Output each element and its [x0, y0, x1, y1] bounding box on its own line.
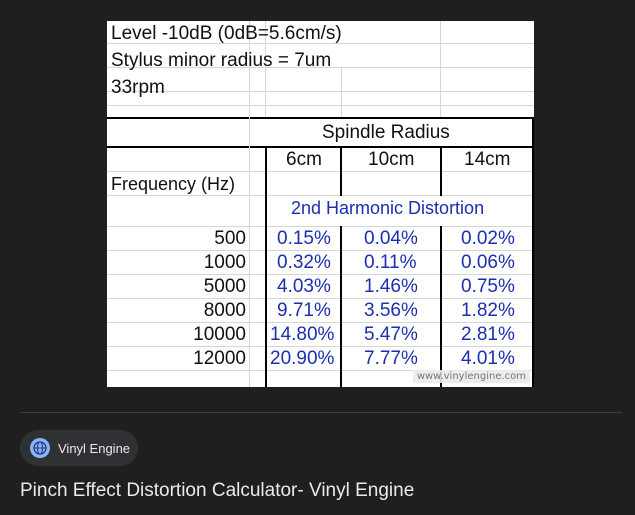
frequency-cell: 8000	[203, 300, 246, 321]
source-name: Vinyl Engine	[58, 440, 131, 456]
grid-line	[249, 117, 250, 387]
grid-line	[107, 67, 534, 68]
distortion-cell: 0.75%	[461, 276, 515, 297]
grid-line	[107, 274, 534, 275]
source-chip[interactable]: Vinyl Engine	[20, 430, 138, 466]
level-text: Level -10dB (0dB=5.6cm/s)	[111, 23, 342, 44]
frequency-header: Frequency (Hz)	[111, 174, 236, 194]
result-image[interactable]: Level -10dB (0dB=5.6cm/s) Stylus minor r…	[0, 0, 635, 405]
frequency-cell: 500	[214, 228, 246, 249]
spindle-radius-header: Spindle Radius	[322, 122, 450, 143]
distortion-cell: 0.02%	[461, 228, 515, 249]
grid-line	[107, 250, 534, 251]
table-border	[107, 117, 534, 119]
distortion-cell: 5.47%	[364, 324, 418, 345]
distortion-cell: 3.56%	[364, 300, 418, 321]
table-border	[532, 117, 534, 387]
grid-line	[249, 21, 250, 117]
watermark: www.vinylengine.com	[412, 370, 530, 383]
frequency-cell: 1000	[203, 252, 246, 273]
distortion-cell: 0.04%	[364, 228, 418, 249]
distortion-table: Level -10dB (0dB=5.6cm/s) Stylus minor r…	[107, 21, 534, 387]
radius-header-6cm: 6cm	[286, 149, 322, 170]
grid-line	[107, 322, 534, 323]
distortion-cell: 2.81%	[461, 324, 515, 345]
table-border	[340, 146, 342, 196]
globe-icon	[30, 438, 50, 458]
frequency-cell: 5000	[203, 276, 246, 297]
table-border	[440, 226, 442, 387]
distortion-cell: 4.01%	[461, 348, 515, 369]
divider	[20, 412, 622, 413]
distortion-cell: 4.03%	[277, 276, 331, 297]
distortion-cell: 20.90%	[270, 348, 335, 369]
distortion-cell: 0.11%	[364, 252, 417, 273]
frequency-cell: 10000	[193, 324, 246, 345]
grid-line	[107, 105, 534, 106]
radius-header-14cm: 14cm	[464, 149, 511, 170]
stylus-text: Stylus minor radius = 7um	[111, 50, 332, 71]
grid-line	[107, 91, 534, 92]
table-border	[340, 226, 342, 387]
distortion-cell: 0.15%	[277, 228, 331, 249]
radius-header-10cm: 10cm	[368, 149, 415, 170]
grid-line	[107, 346, 534, 347]
distortion-cell: 1.82%	[461, 300, 515, 321]
grid-line	[107, 370, 534, 371]
grid-line	[107, 298, 534, 299]
grid-line	[107, 195, 534, 196]
distortion-cell: 14.80%	[270, 324, 335, 345]
distortion-cell: 0.06%	[461, 252, 515, 273]
grid-line	[107, 171, 534, 172]
grid-line	[440, 21, 441, 117]
grid-line	[107, 226, 534, 227]
distortion-cell: 7.77%	[364, 348, 418, 369]
grid-line	[265, 21, 266, 117]
distortion-cell: 0.32%	[277, 252, 331, 273]
table-border	[107, 146, 534, 148]
grid-line	[107, 43, 534, 44]
frequency-cell: 12000	[193, 348, 246, 369]
rpm-text: 33rpm	[111, 77, 165, 98]
distortion-header: 2nd Harmonic Distortion	[291, 198, 485, 218]
table-border	[440, 146, 442, 196]
grid-line	[341, 67, 342, 117]
table-border	[265, 146, 267, 387]
distortion-cell: 1.46%	[364, 276, 418, 297]
result-title-link[interactable]: Pinch Effect Distortion Calculator- Viny…	[20, 480, 415, 501]
distortion-cell: 9.71%	[277, 300, 331, 321]
